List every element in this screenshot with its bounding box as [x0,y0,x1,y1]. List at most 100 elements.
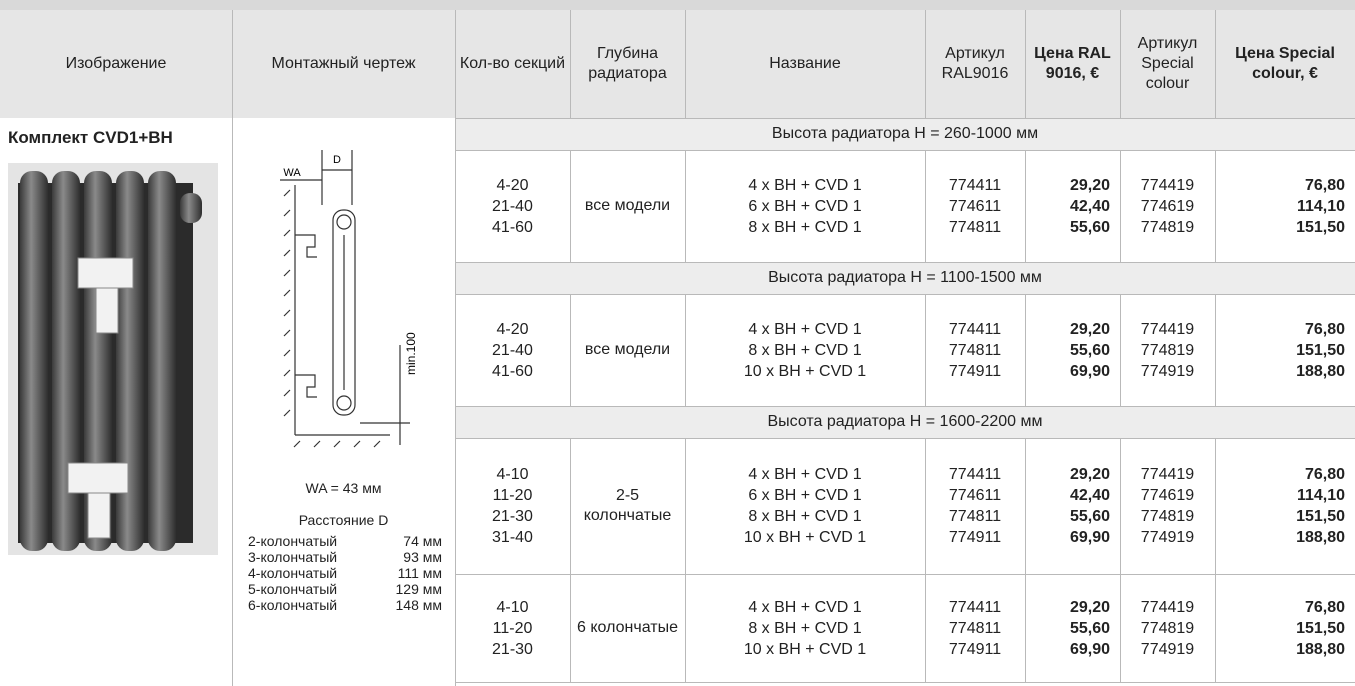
art-special: 774419 [1120,464,1215,485]
sections: 4-20 [455,175,570,196]
wa-note: WA = 43 мм [232,480,455,496]
names: 8 x BH + CVD 1 [685,506,925,527]
art-special: 774819 [1120,618,1215,639]
sections: 4-10 [455,464,570,485]
price-ral: 69,90 [1025,527,1120,548]
distance-value: 129 мм [370,581,442,597]
price-ral: 29,20 [1025,597,1120,618]
price-special: 76,80 [1215,319,1355,340]
art-special: 774819 [1120,506,1215,527]
price-special: 151,50 [1215,618,1355,639]
label-min: min.100 [404,332,418,375]
mounting-drawing: D WA min.100 [240,145,455,455]
col-rule [1025,438,1026,574]
sections: 4-10 [455,597,570,618]
col-rule [1025,294,1026,406]
art-ral: 774911 [925,639,1025,660]
depth: 2-5 колончатые [570,438,685,574]
col-rule [455,10,456,686]
art-ral: 774611 [925,196,1025,217]
distance-value: 111 мм [370,565,442,581]
cell-stack: 4 x BH + CVD 18 x BH + CVD 110 x BH + CV… [685,294,925,406]
names: 8 x BH + CVD 1 [685,618,925,639]
col-rule [1215,294,1216,406]
price-ral: 55,60 [1025,217,1120,238]
price-ral: 42,40 [1025,196,1120,217]
art-special: 774819 [1120,217,1215,238]
names: 4 x BH + CVD 1 [685,175,925,196]
cell-stack: 29,2055,6069,90 [1025,574,1120,682]
art-special: 774419 [1120,597,1215,618]
names: 10 x BH + CVD 1 [685,527,925,548]
art-ral: 774811 [925,618,1025,639]
cell-stack: 4 x BH + CVD 16 x BH + CVD 18 x BH + CVD… [685,438,925,574]
distance-value: 148 мм [370,597,442,613]
cell-stack: 76,80151,50188,80 [1215,294,1355,406]
col-rule [925,10,926,118]
art-ral: 774911 [925,361,1025,382]
col-rule [685,438,686,574]
sections: 31-40 [455,527,570,548]
price-special: 76,80 [1215,464,1355,485]
price-ral: 55,60 [1025,618,1120,639]
distance-label: 2-колончатый [248,533,337,549]
price-special: 76,80 [1215,175,1355,196]
product-title: Комплект CVD1+BH [8,128,173,148]
col-rule [1120,150,1121,262]
price-special: 114,10 [1215,485,1355,506]
price-ral: 69,90 [1025,639,1120,660]
col-rule [925,438,926,574]
cell-stack: 4-1011-2021-30 [455,574,570,682]
names: 6 x BH + CVD 1 [685,196,925,217]
col-rule [925,574,926,682]
col-rule [1025,574,1026,682]
distance-label: 3-колончатый [248,549,337,565]
price-ral: 42,40 [1025,485,1120,506]
col-rule [1215,574,1216,682]
names: 10 x BH + CVD 1 [685,361,925,382]
product-photo [8,163,218,555]
col-rule [685,10,686,118]
names: 6 x BH + CVD 1 [685,485,925,506]
col-rule [685,294,686,406]
col-rule [570,10,571,118]
distance-title: Расстояние D [232,512,455,528]
names: 8 x BH + CVD 1 [685,340,925,361]
rule [455,118,1355,119]
rule [455,262,1355,263]
col-rule [1120,294,1121,406]
header-cell: Цена Special colour, € [1215,10,1355,118]
art-ral: 774411 [925,464,1025,485]
section-title: Высота радиатора H = 1600-2200 мм [455,406,1355,438]
top-strip [0,0,1355,10]
price-ral: 29,20 [1025,319,1120,340]
col-rule [1025,10,1026,118]
price-special: 114,10 [1215,196,1355,217]
col-rule [685,574,686,682]
art-ral: 774811 [925,217,1025,238]
price-special: 76,80 [1215,597,1355,618]
sections: 41-60 [455,217,570,238]
cell-stack: 76,80114,10151,50188,80 [1215,438,1355,574]
names: 8 x BH + CVD 1 [685,217,925,238]
col-rule [570,294,571,406]
header-cell: Артикул RAL9016 [925,10,1025,118]
col-rule [1215,438,1216,574]
price-ral: 29,20 [1025,175,1120,196]
art-ral: 774811 [925,340,1025,361]
cell-stack: 29,2042,4055,6069,90 [1025,438,1120,574]
art-special: 774819 [1120,340,1215,361]
col-rule [1120,10,1121,118]
sections: 21-30 [455,506,570,527]
distance-value: 93 мм [370,549,442,565]
col-rule [570,438,571,574]
